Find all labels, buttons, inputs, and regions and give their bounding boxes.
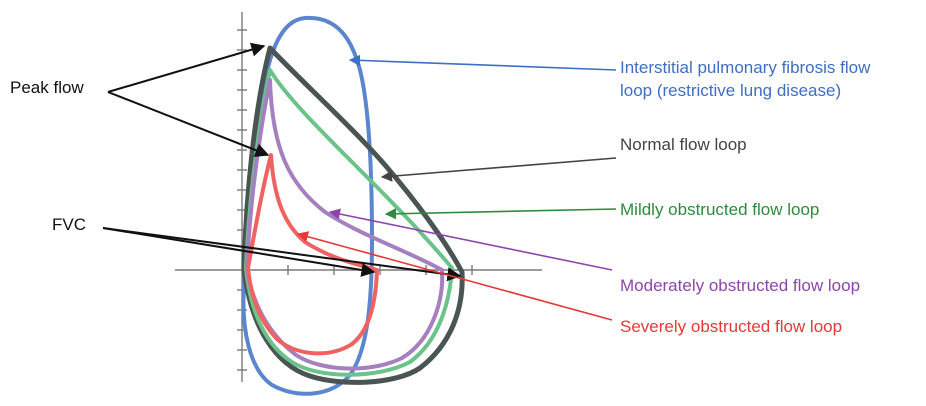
x-axis-ticks (287, 265, 473, 275)
fvc-arrow-bottom (102, 227, 462, 282)
severe-label: Severely obstructed flow loop (620, 317, 843, 336)
fvc-arrow-top (102, 227, 376, 277)
ipf-label-line1: Interstitial pulmonary fibrosis flow (620, 58, 871, 77)
peak-flow-arrow-top (107, 42, 266, 93)
normal-flow-loop (241, 45, 465, 385)
moderate-arrow (328, 208, 613, 271)
ipf-label-line2: loop (restrictive lung disease) (620, 81, 842, 100)
mild-arrow (384, 208, 617, 220)
moderate-flow-loop (245, 78, 445, 371)
moderate-label: Moderately obstructed flow loop (620, 276, 861, 295)
annotation-arrows (102, 42, 617, 321)
peak-flow-label: Peak flow (10, 78, 84, 97)
ipf-arrow (348, 54, 617, 71)
normal-arrow (380, 157, 617, 182)
normal-label: Normal flow loop (620, 135, 747, 154)
severe-arrow (296, 231, 613, 321)
fvc-label: FVC (52, 215, 86, 234)
peak-flow-arrow-bottom (107, 91, 270, 157)
severe-flow-loop (246, 153, 379, 356)
mild-label: Mildly obstructed flow loop (620, 200, 820, 219)
mild-flow-loop (244, 68, 454, 377)
